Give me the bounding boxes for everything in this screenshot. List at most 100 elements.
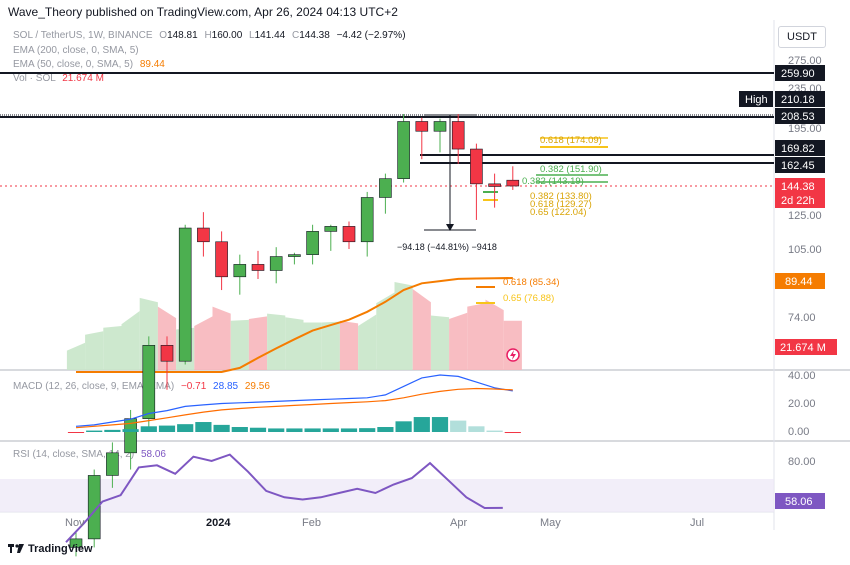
candles-layer[interactable] — [69, 114, 520, 557]
candle-body — [178, 227, 192, 362]
badge-ema50: 89.44 — [785, 276, 813, 288]
volume-area-segment — [321, 321, 340, 370]
candle-body — [142, 345, 156, 419]
volume-area-segment — [103, 326, 122, 370]
macd-histogram-bar — [67, 432, 85, 433]
macd-label: MACD (12, 26, close, 9, EMA, EMA) — [13, 381, 175, 392]
symbol-name: SOL / TetherUS, 1W, BINANCE — [13, 30, 153, 41]
volume-area-segment — [376, 292, 395, 370]
candle-body — [397, 121, 410, 179]
volume-area-segment — [66, 342, 86, 370]
measure-label-bg — [392, 238, 534, 254]
open-label: O — [159, 30, 168, 41]
volume-legend[interactable]: Vol · SOL 21.674 M — [13, 73, 104, 84]
badge-high-value: 210.18 — [781, 94, 815, 106]
rsi-legend[interactable]: RSI (14, close, SMA, 14, 2) 58.06 — [13, 449, 166, 460]
macd-histogram-bar — [104, 429, 121, 432]
volume-area-segment — [394, 282, 413, 370]
time-label-feb: Feb — [302, 517, 321, 529]
macd-histogram-bar — [231, 427, 248, 432]
candle-body — [269, 256, 283, 271]
time-label-apr: Apr — [450, 517, 467, 529]
volume-area-segment — [303, 322, 322, 370]
badge-countdown: 2d 22h — [781, 195, 815, 207]
candle-body — [379, 178, 392, 198]
time-label-jul: Jul — [690, 517, 704, 529]
macd-histogram-bar — [195, 422, 212, 432]
macd-legend[interactable]: MACD (12, 26, close, 9, EMA, EMA) −0.71 … — [13, 381, 270, 392]
candle-body — [233, 264, 247, 278]
volume-value: 21.674 M — [62, 73, 104, 84]
candle-body — [451, 121, 465, 150]
macd-histogram-bar — [158, 425, 176, 432]
candle-body — [415, 121, 429, 132]
price-tick-125: 125.00 — [788, 210, 822, 222]
price-tick-195: 195.00 — [788, 123, 822, 135]
price-tick-275: 275.00 — [788, 55, 822, 67]
volume-area-segment — [194, 316, 213, 370]
ema50-value: 89.44 — [139, 59, 165, 70]
candle-body — [69, 538, 83, 548]
volume-area-segment — [430, 315, 450, 370]
rsi-line[interactable] — [65, 453, 503, 543]
fib-label-0618-85: 0.618 (85.34) — [503, 277, 560, 288]
ema200-legend[interactable]: EMA (200, close, 0, SMA, 5) — [13, 45, 139, 56]
volume-area-segment — [503, 320, 522, 370]
tradingview-logo-icon — [8, 544, 24, 553]
badge-level-208-bg — [775, 108, 825, 124]
volume-area-segment — [267, 313, 286, 370]
volume-area-segment — [121, 311, 140, 370]
volume-area-segment — [85, 331, 104, 370]
volume-area-segment — [467, 303, 486, 370]
ema50-legend[interactable]: EMA (50, close, 0, SMA, 5) 89.44 — [13, 59, 165, 70]
macd-histogram-bar — [86, 430, 103, 432]
fib-label-lower-065: 0.65 (122.04) — [530, 207, 587, 218]
macd-tick-20: 20.00 — [788, 398, 816, 410]
macd-histogram-bar — [359, 428, 376, 432]
badge-rsi: 58.06 — [785, 496, 813, 508]
macd-histogram-bar — [377, 427, 394, 432]
candle-body — [215, 241, 228, 278]
candle-body — [288, 254, 301, 257]
badge-level-259-bg — [775, 65, 825, 81]
badge-volume-bg — [775, 339, 837, 355]
volume-layer — [66, 282, 522, 370]
badge-rsi-bg — [775, 493, 825, 509]
fib-label-lower-0618: 0.618 (129.27) — [530, 199, 592, 210]
candle-body — [342, 226, 356, 243]
badge-high-bg — [775, 91, 825, 107]
macd-histogram-bar — [395, 421, 412, 432]
badge-high-label: High — [745, 94, 768, 106]
candle-body — [360, 197, 374, 243]
macd-histogram-bar — [268, 428, 285, 432]
macd-signal-value: 29.56 — [244, 381, 270, 392]
volume-area-segment — [212, 306, 231, 370]
macd-histogram-bar — [486, 430, 503, 432]
candle-body — [197, 227, 210, 243]
badge-level-169: 169.82 — [781, 143, 815, 155]
volume-area-segment — [230, 319, 249, 370]
volume-area-segment — [412, 289, 431, 370]
badge-ema50-bg — [775, 273, 825, 289]
macd-layer — [67, 374, 521, 434]
tradingview-brand[interactable]: TradingView — [8, 543, 93, 555]
macd-histogram-bar — [450, 420, 467, 432]
open-value: 148.81 — [167, 30, 198, 41]
macd-histogram-bar — [140, 426, 157, 432]
candle-body — [106, 452, 119, 476]
macd-histogram-bar — [213, 424, 230, 432]
badge-volume: 21.674 M — [780, 342, 826, 354]
currency-selector[interactable]: USDT — [778, 26, 826, 48]
rsi-value: 58.06 — [140, 449, 166, 460]
volume-area-segment — [339, 320, 359, 370]
macd-histogram-bar — [286, 428, 303, 432]
macd-histogram-bar — [304, 428, 321, 432]
macd-histogram-bar — [504, 432, 521, 434]
candle-body — [160, 345, 174, 362]
macd-histogram-bar — [431, 417, 449, 432]
high-label: H — [204, 30, 212, 41]
badge-level-162-bg — [775, 157, 825, 173]
low-label: L — [249, 30, 255, 41]
macd-hist-value: −0.71 — [180, 381, 207, 392]
